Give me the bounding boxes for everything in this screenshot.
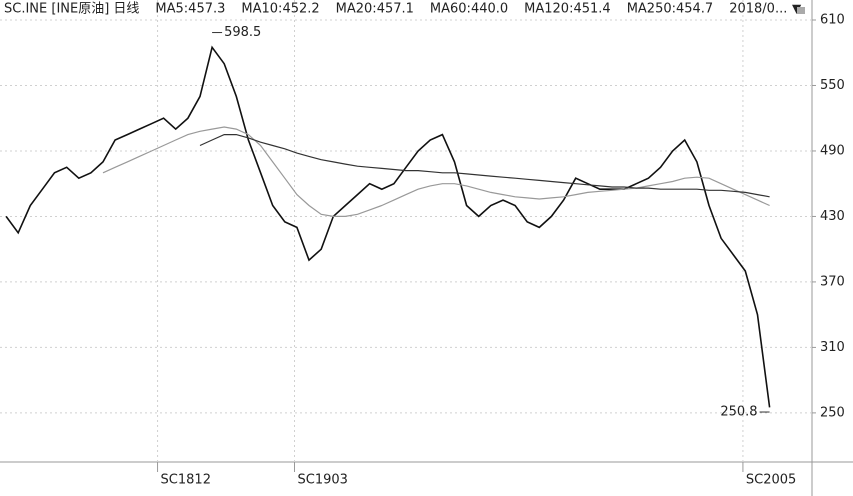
- y-tick-label: 490: [820, 143, 845, 158]
- header-label: MA120:451.4: [524, 2, 611, 17]
- y-tick-label: 250: [820, 405, 845, 420]
- header-label: MA5:457.3: [155, 2, 225, 17]
- series-line: [199, 134, 770, 198]
- header-label: 2018/0...: [729, 2, 787, 17]
- header-label: MA250:454.7: [627, 2, 714, 17]
- series-line: [5, 45, 771, 408]
- y-tick-label: 430: [820, 209, 845, 224]
- y-tick-label: 550: [820, 78, 845, 93]
- x-tick-label: SC2005: [746, 473, 796, 488]
- annotation: 598.5: [224, 25, 261, 40]
- y-tick-label: 370: [820, 274, 845, 289]
- y-tick-label: 610: [820, 13, 845, 28]
- x-tick-label: SC1903: [298, 473, 348, 488]
- header-label: MA10:452.2: [241, 2, 319, 17]
- annotation: 250.8: [720, 405, 757, 420]
- series-line: [102, 126, 770, 217]
- header-label: MA20:457.1: [336, 2, 414, 17]
- header-label: MA60:440.0: [430, 2, 508, 17]
- header-label: SC.INE [INE原油] 日线: [4, 2, 139, 17]
- x-tick-label: SC1812: [161, 473, 211, 488]
- lock-icon[interactable]: [797, 7, 805, 14]
- y-tick-label: 310: [820, 340, 845, 355]
